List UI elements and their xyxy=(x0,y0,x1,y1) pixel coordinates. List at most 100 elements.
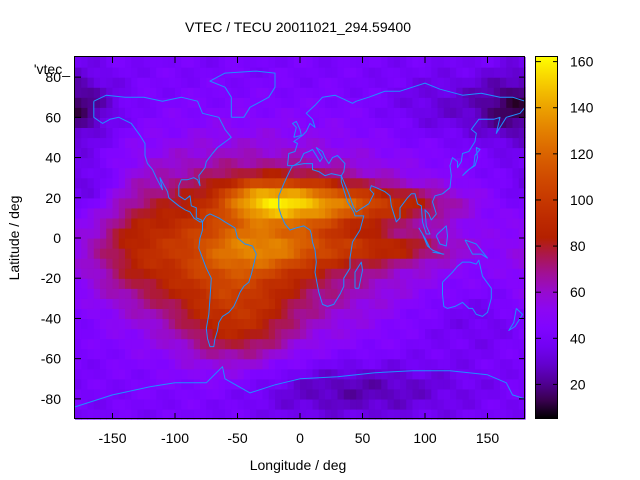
heatmap-cell xyxy=(106,57,114,68)
heatmap-cell xyxy=(106,308,114,320)
heatmap-cell xyxy=(500,147,507,159)
heatmap-cell xyxy=(106,408,114,420)
heatmap-cell xyxy=(337,328,345,340)
heatmap-cell xyxy=(81,157,89,169)
heatmap-cell xyxy=(450,157,457,169)
heatmap-cell xyxy=(100,408,107,420)
heatmap-cell xyxy=(268,348,276,360)
colorbar-tick-label: 160 xyxy=(570,54,594,70)
heatmap-cell xyxy=(381,288,389,299)
heatmap-cell xyxy=(237,278,245,289)
heatmap-cell xyxy=(81,177,89,189)
heatmap-cell xyxy=(150,147,157,159)
heatmap-cell xyxy=(431,368,439,380)
heatmap-cell xyxy=(506,238,514,249)
heatmap-cell xyxy=(168,358,176,370)
heatmap-cell xyxy=(168,217,176,229)
heatmap-cell xyxy=(262,248,270,259)
heatmap-cell xyxy=(450,278,457,289)
heatmap-cell xyxy=(225,308,232,320)
heatmap-cell xyxy=(512,388,520,400)
heatmap-cell xyxy=(343,87,351,98)
heatmap-cell xyxy=(312,278,320,289)
heatmap-cell xyxy=(400,388,407,400)
heatmap-cell xyxy=(350,177,357,189)
heatmap-cell xyxy=(487,167,495,179)
heatmap-cell xyxy=(225,127,232,139)
heatmap-cell xyxy=(87,207,95,219)
heatmap-cell xyxy=(368,157,376,169)
heatmap-cell xyxy=(506,288,514,299)
heatmap-cell xyxy=(406,308,414,320)
heatmap-cell xyxy=(393,167,401,179)
heatmap-cell xyxy=(256,278,264,289)
heatmap-cell xyxy=(262,388,270,400)
heatmap-cell xyxy=(468,378,476,390)
heatmap-cell xyxy=(206,288,214,299)
heatmap-cell xyxy=(175,348,182,360)
heatmap-cell xyxy=(493,57,501,68)
heatmap-cell xyxy=(262,308,270,320)
heatmap-cell xyxy=(112,358,120,370)
heatmap-cell xyxy=(493,147,501,159)
heatmap-cell xyxy=(293,97,301,108)
heatmap-cell xyxy=(300,278,307,289)
heatmap-cell xyxy=(512,238,520,249)
heatmap-cell xyxy=(206,187,214,199)
heatmap-cell xyxy=(381,217,389,229)
heatmap-cell xyxy=(193,157,201,169)
heatmap-cell xyxy=(425,187,432,199)
heatmap-cell xyxy=(443,378,451,390)
heatmap-cell xyxy=(312,378,320,390)
heatmap-cell xyxy=(331,258,339,269)
heatmap-cell xyxy=(431,217,439,229)
heatmap-cell xyxy=(175,298,182,309)
heatmap-cell xyxy=(312,338,320,350)
heatmap-cell xyxy=(462,298,470,309)
heatmap-cell xyxy=(181,318,189,330)
heatmap-cell xyxy=(212,248,220,259)
heatmap-cell xyxy=(200,298,207,309)
heatmap-cell xyxy=(181,147,189,159)
heatmap-cell xyxy=(418,57,426,68)
heatmap-cell xyxy=(218,197,226,209)
heatmap-cell xyxy=(293,348,301,360)
heatmap-cell xyxy=(118,167,126,179)
heatmap-cell xyxy=(375,177,382,189)
heatmap-cell xyxy=(150,378,157,390)
heatmap-cell xyxy=(275,177,282,189)
heatmap-cell xyxy=(237,77,245,88)
heatmap-cell xyxy=(362,348,370,360)
heatmap-cell xyxy=(468,308,476,320)
heatmap-cell xyxy=(218,298,226,309)
heatmap-cell xyxy=(487,338,495,350)
heatmap-cell xyxy=(406,248,414,259)
heatmap-cell xyxy=(256,338,264,350)
heatmap-cell xyxy=(437,137,445,149)
heatmap-cell xyxy=(293,57,301,68)
heatmap-cell xyxy=(131,157,139,169)
heatmap-cell xyxy=(437,368,445,380)
heatmap-cell xyxy=(93,348,101,360)
heatmap-cell xyxy=(243,217,251,229)
heatmap-cell xyxy=(343,67,351,78)
heatmap-cell xyxy=(250,398,257,410)
heatmap-cell xyxy=(462,258,470,269)
heatmap-cell xyxy=(512,207,520,219)
heatmap-cell xyxy=(293,248,301,259)
heatmap-cell xyxy=(125,137,132,149)
heatmap-cell xyxy=(512,368,520,380)
heatmap-cell xyxy=(206,358,214,370)
heatmap-cell xyxy=(212,77,220,88)
heatmap-cell xyxy=(293,207,301,219)
heatmap-cell xyxy=(175,107,182,118)
heatmap-cell xyxy=(493,278,501,289)
y-tick-label: 60 xyxy=(45,109,61,125)
heatmap-cell xyxy=(137,57,145,68)
heatmap-cell xyxy=(475,67,482,78)
heatmap-cell xyxy=(456,167,464,179)
heatmap-cell xyxy=(75,137,82,149)
heatmap-cell xyxy=(356,107,364,118)
heatmap-cell xyxy=(200,398,207,410)
